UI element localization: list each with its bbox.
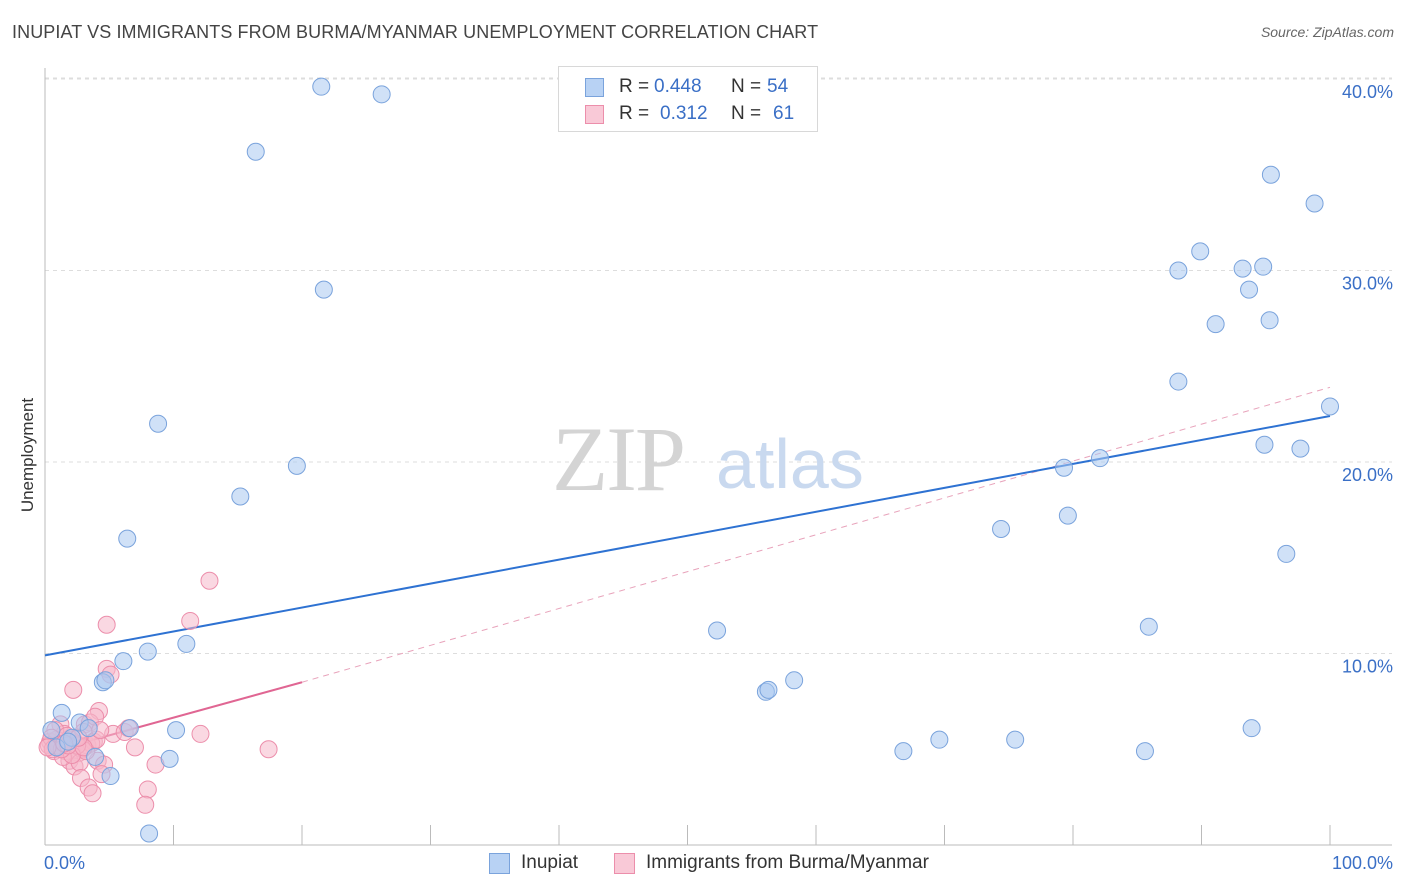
trend-lines — [44, 386, 1331, 755]
chart-title: INUPIAT VS IMMIGRANTS FROM BURMA/MYANMAR… — [12, 22, 819, 42]
inupiat-point — [1169, 372, 1188, 391]
inupiat-point — [1277, 544, 1296, 563]
inupiat-point — [114, 652, 133, 671]
burma-point — [125, 738, 144, 757]
watermark: ZIP atlas — [552, 408, 864, 510]
series-legend: Inupiat Immigrants from Burma/Myanmar — [0, 852, 1406, 878]
tick-labels: 10.0% 20.0% 30.0% 40.0% 0.0% 100.0% — [44, 82, 1393, 873]
inupiat-point — [1055, 458, 1074, 477]
legend-row-inupiat: R = 0.448 N = 54 — [559, 75, 817, 101]
inupiat-point — [1006, 730, 1025, 749]
correlation-legend: R = 0.448 N = 54 R = 0.312 N = 61 — [558, 66, 818, 132]
n-label: N = — [731, 76, 762, 97]
n-value: 61 — [773, 103, 795, 124]
inupiat-point — [177, 634, 196, 653]
n-label: N = — [731, 103, 762, 124]
inupiat-point — [120, 719, 139, 738]
inupiat-point — [1206, 315, 1225, 334]
inupiat-point — [1321, 397, 1339, 416]
burma-point — [97, 615, 116, 634]
inupiat-legend-swatch — [489, 853, 510, 874]
inupiat-point — [118, 529, 137, 548]
inupiat-point — [1291, 439, 1310, 458]
burma-point — [83, 784, 102, 803]
x-tick-label: 0.0% — [44, 853, 85, 873]
burma-point — [181, 611, 200, 630]
inupiat-point — [1255, 435, 1274, 454]
inupiat-point — [59, 732, 78, 751]
inupiat-point — [1242, 719, 1261, 738]
inupiat-point — [86, 747, 105, 766]
burma-legend-swatch — [614, 853, 635, 874]
inupiat-point — [1058, 506, 1077, 525]
burma-legend-label: Immigrants from Burma/Myanmar — [646, 852, 929, 873]
inupiat-point — [785, 671, 804, 690]
inupiat-point — [1305, 194, 1324, 213]
inupiat-point — [314, 280, 333, 299]
x-tick-label: 100.0% — [1332, 853, 1393, 873]
burma-trend-extension — [301, 386, 1331, 683]
y-tick-label: 10.0% — [1342, 657, 1393, 677]
watermark-zip: ZIP — [552, 408, 684, 510]
burma-point — [259, 740, 278, 759]
inupiat-point — [231, 487, 250, 506]
axes — [44, 68, 1392, 846]
inupiat-point — [1090, 449, 1109, 468]
n-value: 54 — [767, 76, 789, 97]
inupiat-point — [992, 520, 1011, 539]
source-credit: Source: ZipAtlas.com — [1260, 24, 1394, 40]
inupiat-trend-line — [44, 415, 1331, 657]
watermark-atlas: atlas — [716, 425, 864, 503]
inupiat-point — [1135, 742, 1154, 761]
inupiat-point — [287, 456, 306, 475]
inupiat-legend-label: Inupiat — [521, 852, 579, 873]
inupiat-point — [1260, 311, 1279, 330]
inupiat-point — [1240, 280, 1259, 299]
r-label: R = — [619, 76, 650, 97]
inupiat-point — [1139, 617, 1158, 636]
r-value: 0.312 — [660, 103, 708, 124]
series-inupiat-points — [42, 77, 1339, 843]
inupiat-point — [708, 621, 727, 640]
burma-point — [138, 780, 157, 799]
series-burma-points — [38, 571, 278, 814]
inupiat-point — [246, 142, 265, 161]
inupiat-swatch — [585, 78, 604, 97]
inupiat-point — [372, 85, 391, 104]
y-tick-label: 20.0% — [1342, 465, 1393, 485]
r-label: R = — [619, 103, 650, 124]
burma-point — [64, 680, 83, 699]
inupiat-point — [1233, 259, 1252, 278]
inupiat-point — [96, 671, 115, 690]
grid-lines — [45, 77, 1392, 654]
burma-point — [136, 795, 155, 814]
inupiat-point — [759, 680, 778, 699]
inupiat-point — [160, 749, 179, 768]
inupiat-point — [79, 719, 98, 738]
burma-swatch — [585, 105, 604, 124]
inupiat-point — [930, 730, 949, 749]
inupiat-point — [140, 824, 159, 843]
inupiat-point — [149, 414, 168, 433]
burma-point — [191, 724, 210, 743]
y-tick-label: 30.0% — [1342, 274, 1393, 294]
inupiat-point — [1254, 257, 1273, 276]
y-tick-label: 40.0% — [1342, 82, 1393, 102]
inupiat-point — [101, 767, 120, 786]
inupiat-point — [312, 77, 331, 96]
inupiat-point — [1169, 261, 1188, 280]
inupiat-point — [42, 721, 61, 740]
legend-row-burma: R = 0.312 N = 61 — [559, 102, 817, 128]
inupiat-point — [52, 703, 71, 722]
inupiat-point — [167, 721, 186, 740]
burma-point — [200, 571, 219, 590]
inupiat-point — [1191, 242, 1210, 261]
inupiat-point — [894, 742, 913, 761]
inupiat-point — [1261, 165, 1280, 184]
inupiat-point — [138, 642, 157, 661]
r-value: 0.448 — [654, 76, 702, 97]
